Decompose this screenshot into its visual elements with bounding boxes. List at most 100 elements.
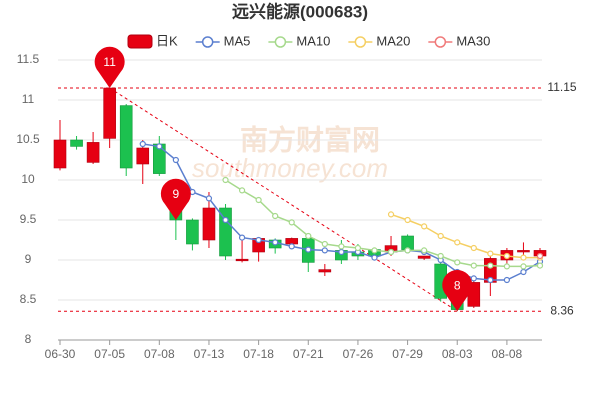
marker-label: 9 xyxy=(173,187,180,201)
y-tick-label: 9 xyxy=(25,252,32,266)
marker-label: 8 xyxy=(454,278,461,292)
ma-point xyxy=(371,247,378,254)
x-tick-label: 07-18 xyxy=(243,347,274,361)
ma-point xyxy=(421,223,428,230)
ma-point xyxy=(387,211,395,218)
ma-point xyxy=(487,250,494,257)
x-tick-label: 08-03 xyxy=(442,347,473,361)
ma-point xyxy=(238,234,246,241)
ma-point xyxy=(536,262,544,269)
legend: 日K MA5 MA10 MA20 MA30 xyxy=(127,33,490,49)
ma-point xyxy=(222,176,229,184)
ma-point xyxy=(272,239,279,246)
x-tick-label: 07-29 xyxy=(392,347,423,361)
marker-pin xyxy=(94,46,125,88)
y-tick-label: 8 xyxy=(25,332,32,346)
y-tick-label: 11 xyxy=(22,92,35,106)
legend-label: MA10 xyxy=(296,33,330,48)
ma-point xyxy=(487,262,494,269)
legend-swatch xyxy=(274,36,287,48)
legend-label: MA20 xyxy=(376,33,410,48)
x-tick-label: 07-13 xyxy=(194,347,225,361)
watermark-name: 南方财富网 xyxy=(240,123,380,155)
ma-point xyxy=(520,254,527,261)
candle-body xyxy=(318,269,332,273)
ma-point xyxy=(437,252,444,260)
ma-point xyxy=(404,216,411,224)
x-tick-label: 06-30 xyxy=(45,347,76,361)
ma-point xyxy=(321,247,328,254)
ma-point xyxy=(454,259,461,266)
candle-body xyxy=(70,139,83,147)
x-tick-label: 07-21 xyxy=(293,347,324,361)
ma-point xyxy=(255,196,262,204)
ma-point xyxy=(371,254,378,261)
ma-point xyxy=(222,216,229,224)
ma-line xyxy=(390,213,540,259)
ma-point xyxy=(503,263,510,270)
candle-body xyxy=(119,105,133,169)
y-tick-label: 11.5 xyxy=(17,52,40,66)
legend-swatch xyxy=(201,36,214,48)
ma-point xyxy=(205,195,213,202)
x-tick-label: 07-26 xyxy=(343,347,374,361)
candle-body xyxy=(517,250,530,253)
candle-body xyxy=(186,219,199,245)
ma-point xyxy=(487,276,494,284)
ma-point xyxy=(470,262,477,269)
ma-point xyxy=(520,268,527,276)
legend-swatch xyxy=(354,36,367,48)
ma-point xyxy=(288,243,295,250)
ma-point xyxy=(238,187,246,194)
x-tick-label: 08-08 xyxy=(492,347,523,361)
ma-point xyxy=(520,263,527,270)
trend-line xyxy=(109,87,458,312)
ref-label: 11.15 xyxy=(547,80,576,94)
ref-label: 8.36 xyxy=(550,303,574,317)
ma-point xyxy=(421,247,428,254)
marker-label: 11 xyxy=(103,55,116,69)
ma-point xyxy=(272,212,279,220)
ma-point xyxy=(305,246,312,253)
chart-title: 远兴能源(000683) xyxy=(232,1,368,21)
ma-point xyxy=(503,276,510,284)
candle-body xyxy=(136,147,150,165)
ma-point xyxy=(387,248,395,256)
ma-point xyxy=(354,244,362,252)
x-tick-label: 07-05 xyxy=(94,347,125,361)
ma-point xyxy=(404,247,411,254)
watermark-site: southmoney.com xyxy=(192,153,388,183)
ma-point xyxy=(172,156,179,164)
ma-point xyxy=(305,232,312,240)
ma-point xyxy=(536,252,544,260)
x-tick-label: 07-08 xyxy=(144,347,175,361)
ma-point xyxy=(156,143,163,150)
ma-point xyxy=(470,244,477,252)
ma-point xyxy=(437,232,444,240)
legend-swatch xyxy=(127,34,153,49)
ma-point xyxy=(321,240,328,248)
candle-body xyxy=(53,139,67,169)
ma-point xyxy=(338,248,345,256)
legend-swatch xyxy=(434,36,447,48)
candle-body xyxy=(235,258,249,262)
ma-point xyxy=(503,252,510,260)
ma-point xyxy=(470,275,477,282)
y-tick-label: 9.5 xyxy=(20,212,37,226)
candle-body xyxy=(103,87,116,139)
marker-pin xyxy=(442,270,473,312)
ma-point xyxy=(288,219,295,226)
legend-label: MA5 xyxy=(224,33,251,48)
candle-body xyxy=(285,238,299,245)
ma-point xyxy=(255,236,262,244)
ma-point xyxy=(338,243,345,250)
ma-point xyxy=(139,140,146,148)
ma-point xyxy=(454,239,461,246)
marker-pin xyxy=(160,178,191,220)
candle-body xyxy=(417,255,431,259)
y-tick-label: 10.5 xyxy=(16,132,40,146)
candle-body xyxy=(202,207,216,241)
legend-label: MA30 xyxy=(456,33,490,48)
candle-body xyxy=(86,142,100,163)
